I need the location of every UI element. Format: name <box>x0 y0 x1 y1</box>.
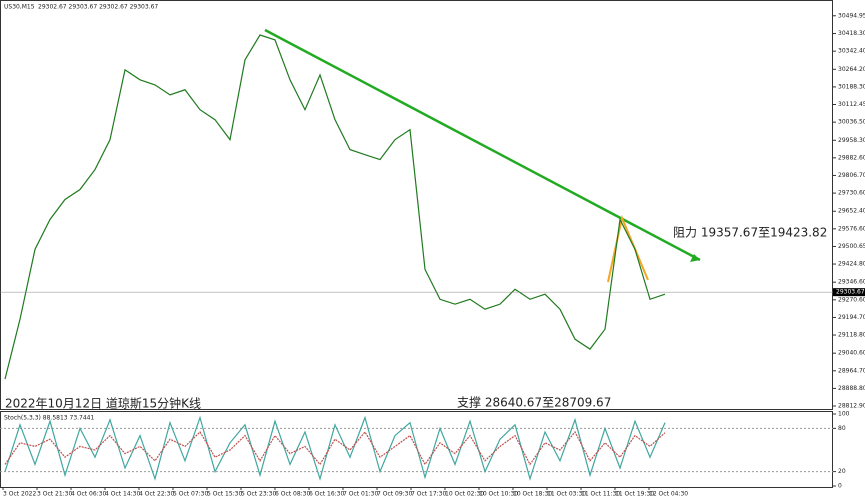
x-tick-label: 11 Oct 19:30 <box>615 491 654 498</box>
y-tick-label: 30036.50 <box>838 119 865 126</box>
x-tick-label: 5 Oct 23:30 <box>241 491 276 498</box>
x-tick-label: 4 Oct 06:30 <box>71 491 106 498</box>
x-tick-label: 3 Oct 21:30 <box>37 491 72 498</box>
y-tick-label: 30188.30 <box>838 83 865 90</box>
y-tick-label: 29806.70 <box>838 172 865 179</box>
y-tick-label: 28964.70 <box>838 367 865 374</box>
stoch-frame <box>0 411 833 488</box>
stoch-title: Stoch(5,3,3) 88.5813 73.7441 <box>4 415 95 422</box>
y-tick-label: 30264.20 <box>838 66 865 73</box>
y-tick-label: 29730.60 <box>838 190 865 197</box>
x-tick-label: 4 Oct 14:30 <box>105 491 140 498</box>
y-tick-label: 29652.40 <box>838 208 865 215</box>
y-tick-label: 29882.60 <box>838 154 865 161</box>
date-note: 2022年10月12日 道琼斯15分钟K线 <box>5 396 201 411</box>
y-tick-label: 80 <box>838 425 846 432</box>
y-tick-label: 28812.90 <box>838 403 865 410</box>
x-tick-label: 6 Oct 16:30 <box>309 491 344 498</box>
y-tick-label: 100 <box>838 411 850 418</box>
y-tick-label: 20 <box>838 468 846 475</box>
series-line <box>4 34 666 380</box>
x-tick-label: 12 Oct 04:30 <box>649 491 688 498</box>
x-tick-label: 10 Oct 18:30 <box>513 491 552 498</box>
y-tick-label: 28888.80 <box>838 385 865 392</box>
x-tick-label: 10 Oct 10:30 <box>479 491 518 498</box>
y-tick-label: 0 <box>838 483 842 490</box>
y-tick-label: 30342.40 <box>838 48 865 55</box>
x-tick-label: 10 Oct 02:30 <box>445 491 484 498</box>
series-line <box>4 415 666 481</box>
y-tick-label: 29500.65 <box>838 243 865 250</box>
orange-lines <box>607 214 649 283</box>
y-tick-label: 29118.80 <box>838 332 865 339</box>
x-tick-label: 7 Oct 09:30 <box>377 491 412 498</box>
y-tick-label: 30494.95 <box>838 12 865 19</box>
trend-line <box>264 28 701 262</box>
y-tick-label: 29194.70 <box>838 314 865 321</box>
y-tick-label: 30418.30 <box>838 30 865 37</box>
y-tick-label: 29346.60 <box>838 279 865 286</box>
current-price-box <box>833 288 865 297</box>
main-subtitle: 29302.67 29303.67 29302.67 29303.67 <box>38 4 158 11</box>
support-note: 支撑 28640.67至28709.67 <box>457 395 611 410</box>
series-line <box>4 430 666 466</box>
x-tick-label: 4 Oct 22:30 <box>139 491 174 498</box>
x-tick-label: 7 Oct 17:30 <box>411 491 446 498</box>
y-tick-label: 30112.45 <box>838 101 865 108</box>
x-tick-label: 11 Oct 03:30 <box>547 491 586 498</box>
y-tick-label: 29040.60 <box>838 350 865 357</box>
main-frame <box>0 0 833 410</box>
y-tick-label: 29576.60 <box>838 225 865 232</box>
trend-arrow <box>690 254 700 262</box>
x-tick-label: 5 Oct 15:30 <box>207 491 242 498</box>
x-tick-label: 5 Oct 07:30 <box>173 491 208 498</box>
x-tick-label: 7 Oct 01:30 <box>343 491 378 498</box>
resistance-note: 阻力 19357.67至19423.82 <box>673 226 827 240</box>
current-price-label: 29303.67 <box>836 289 865 296</box>
y-tick-label: 29424.80 <box>838 261 865 268</box>
y-tick-label: 29270.60 <box>838 296 865 303</box>
main-title: US30,M15 <box>4 4 35 11</box>
y-tick-label: 29958.30 <box>838 137 865 144</box>
x-tick-label: 3 Oct 2022 <box>3 491 36 498</box>
x-tick-label: 6 Oct 08:30 <box>275 491 310 498</box>
x-tick-label: 11 Oct 11:30 <box>581 491 620 498</box>
